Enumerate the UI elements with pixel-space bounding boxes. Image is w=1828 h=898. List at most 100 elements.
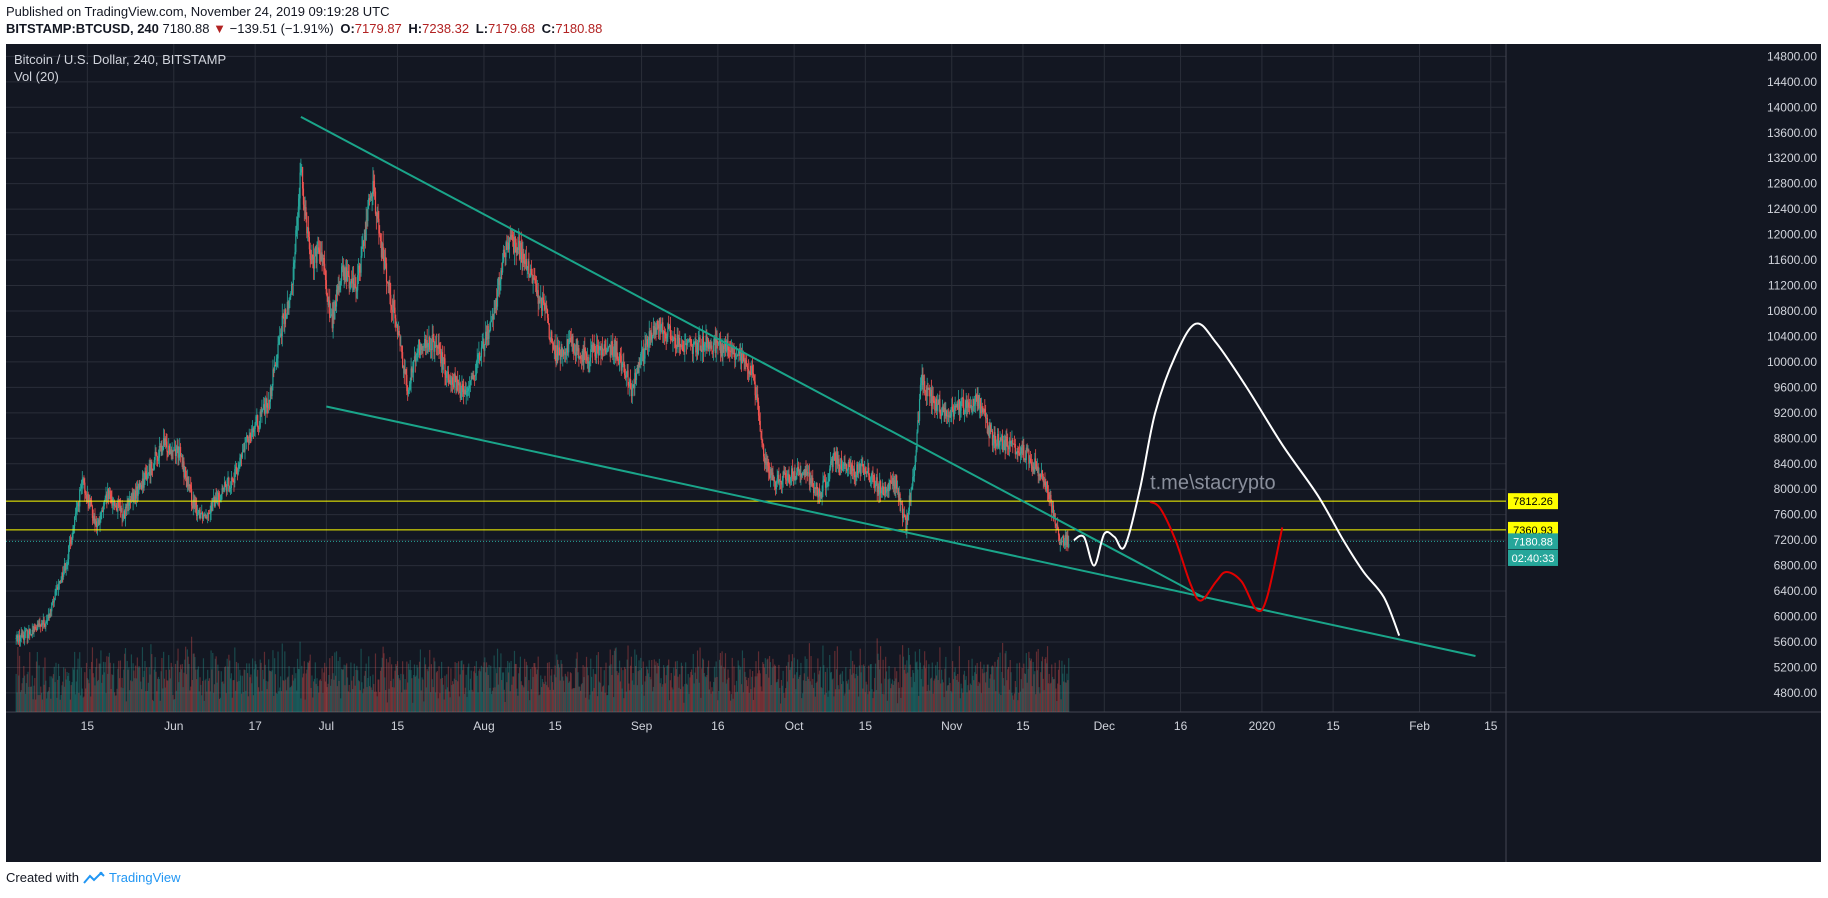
candle-body [894,480,896,489]
volume-bar [774,664,776,712]
candle-body [767,461,769,466]
volume-bar [558,667,560,712]
price-chart[interactable]: 7812.267360.937180.8802:40:33t.me\stacry… [6,44,1821,862]
volume-bar [385,690,387,712]
volume-bar [839,674,841,712]
volume-bar [63,667,65,712]
candle-body [521,252,523,263]
candle-body [82,478,84,480]
candle-body [588,361,590,364]
candle-body [393,300,395,308]
volume-bar [198,691,200,712]
candle-body [877,486,879,493]
volume-bar [565,676,567,712]
candle-body [695,341,697,353]
volume-bar [378,679,380,712]
candle-body [400,345,402,347]
candle-body [264,404,266,414]
candle-body [690,345,693,347]
volume-bar [476,675,478,712]
volume-bar [404,679,406,712]
symbol-name[interactable]: BITSTAMP:BTCUSD, 240 [6,21,159,36]
candle-body [799,470,801,477]
tradingview-brand-link[interactable]: TradingView [108,870,181,885]
volume-bar [672,689,674,712]
projection-path-red[interactable] [1149,501,1284,613]
volume-bar [900,697,902,712]
volume-bar [1040,672,1042,712]
volume-bar [548,662,550,712]
candle-body [443,357,445,359]
volume-bar [405,689,407,712]
trendline-lower[interactable] [326,405,1476,657]
volume-bar [870,664,872,712]
volume-bar [674,661,677,712]
candle-body [172,450,174,452]
volume-bar [478,670,480,712]
candle-body [704,344,706,347]
candle-body [289,296,291,301]
candle-body [497,277,499,290]
volume-bar [171,666,173,712]
volume-bar [718,690,720,712]
volume-bar [97,679,99,712]
candle-body [640,353,642,366]
candle-body [348,275,350,289]
volume-bar [423,701,425,712]
volume-bar [32,699,34,712]
candle-body [355,287,357,292]
volume-bar [442,684,444,712]
candle-body [1047,492,1049,494]
candle-body [590,349,592,358]
volume-indicator-label[interactable]: Vol (20) [14,69,59,84]
candle-body [213,497,215,500]
volume-bar [390,664,393,712]
candle-body [168,445,170,454]
candle-body [568,338,571,343]
volume-bar [279,676,282,712]
candle-body [129,499,132,500]
volume-bar [937,680,939,712]
volume-bar [1035,651,1038,712]
volume-bar [635,654,638,712]
volume-bar [725,683,727,712]
candle-body [1037,466,1039,477]
candle-body [111,498,113,506]
volume-bar [793,657,795,712]
volume-bar [506,682,508,712]
candle-body [1051,500,1053,513]
candle-body [693,342,695,345]
volume-bar [789,669,791,712]
volume-bar [675,668,677,712]
price-change: −139.51 (−1.91%) [229,21,334,36]
volume-bar [690,669,693,712]
candle-body [748,371,750,374]
volume-bar [761,691,763,712]
candle-body [537,290,539,304]
candle-body [895,475,897,489]
volume-bar [196,679,198,712]
volume-bar [1000,695,1002,712]
candle-body [1006,436,1008,442]
candle-body [109,490,111,495]
trendline-upper[interactable] [300,115,1207,600]
volume-bar [533,663,535,712]
volume-bar [156,691,158,712]
candle-body [429,337,431,350]
volume-bar [98,663,100,712]
y-tick-label: 7200.00 [1774,533,1818,547]
candle-body [29,628,31,635]
candle-body [935,399,937,411]
candle-body [940,415,943,417]
candle-body [806,472,808,476]
volume-bar [1021,667,1023,712]
candle-body [816,482,818,490]
projection-path-white[interactable] [1073,322,1401,636]
volume-bar [507,660,509,712]
volume-bar [729,690,731,712]
volume-bar [743,658,745,712]
candle-body [684,344,686,352]
volume-bar [806,658,808,712]
volume-bar [481,691,483,712]
volume-bar [863,666,866,712]
